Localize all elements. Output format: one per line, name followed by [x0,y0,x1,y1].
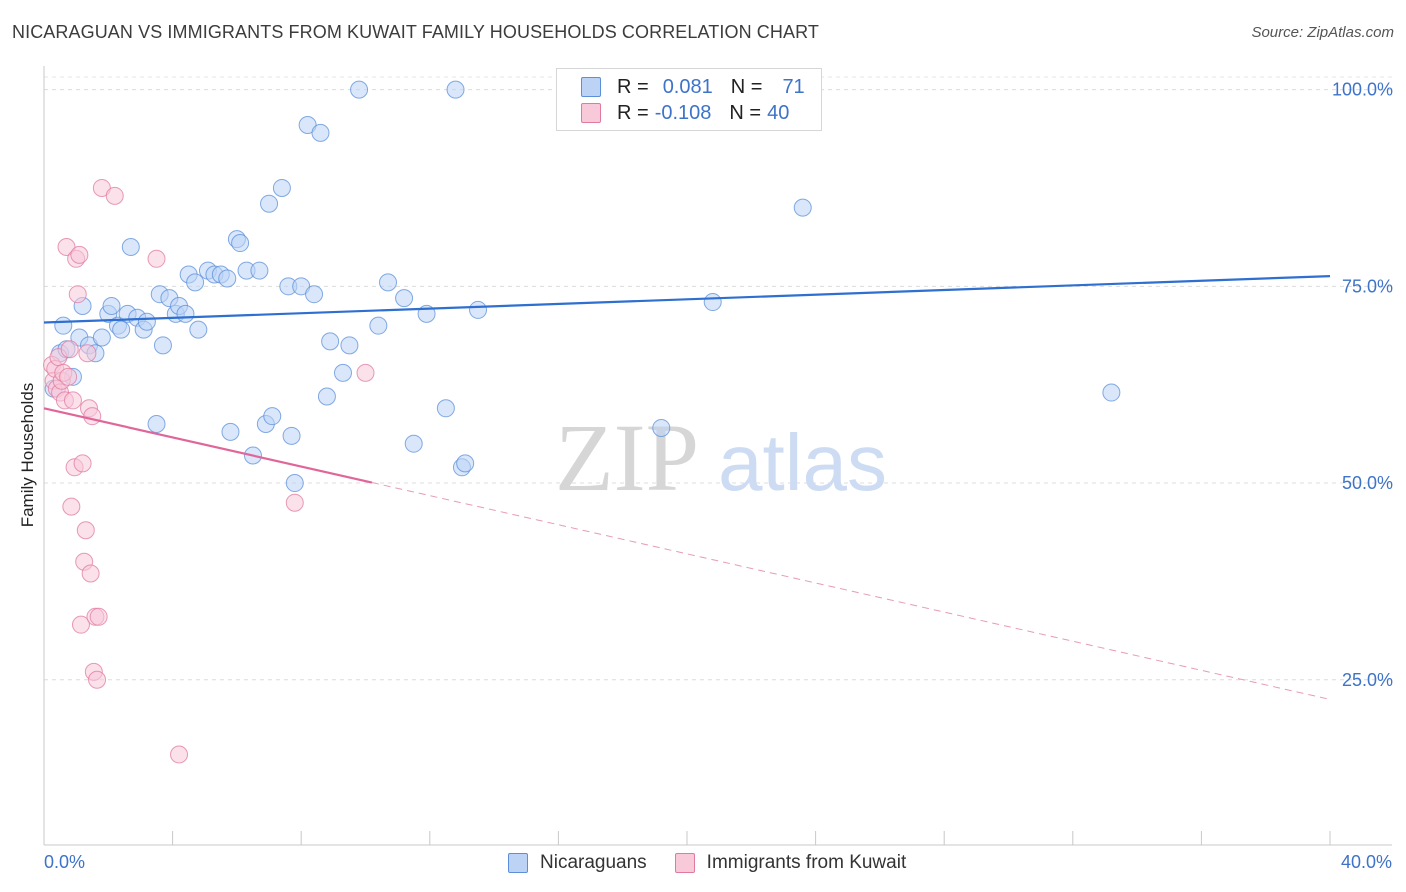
legend-label-nicaraguans: Nicaraguans [540,852,647,873]
legend-item-kuwait: Immigrants from Kuwait [674,852,907,874]
data-point [71,615,90,634]
data-point [62,497,81,516]
x-tick-label-min: 0.0% [44,852,86,872]
watermark-atlas: atlas [718,418,887,507]
data-point [285,493,304,512]
legend-n-value-nicaraguans: 71 [782,75,805,98]
legend-r-value-kuwait: -0.108 [654,101,712,124]
data-point [282,426,301,445]
data-point [176,304,195,323]
data-point [793,198,812,217]
data-point [83,407,102,426]
data-point [137,312,156,331]
data-point [81,564,100,583]
data-point [78,344,97,363]
data-point [652,418,671,437]
data-point [395,289,414,308]
data-point [112,320,131,339]
data-point [285,474,304,493]
data-point [186,273,205,292]
data-point [317,387,336,406]
legend-swatch-nicaraguans [508,853,528,873]
source-credit: Source: ZipAtlas.com [1251,24,1394,41]
legend-label-kuwait: Immigrants from Kuwait [706,852,907,873]
data-point [446,80,465,99]
data-point [456,454,475,473]
legend-swatch-nicaraguans [581,77,601,97]
data-point [92,328,111,347]
data-point [305,285,324,304]
data-point [170,745,189,764]
legend-r-value-nicaraguans: 0.081 [662,75,713,98]
data-point [63,391,82,410]
trend-line-kuwait-projection [371,482,1331,700]
data-point [121,237,140,256]
trend-line-kuwait [43,407,373,484]
legend-n-label: N = [729,101,762,124]
y-tick-label: 25.0% [1342,670,1393,690]
data-point [102,296,121,315]
trend-line-nicaraguans [43,274,1331,324]
data-point [250,261,269,280]
y-tick-labels: 25.0% 50.0% 75.0% 100.0% [1332,80,1393,690]
data-point [369,316,388,335]
legend-r-label: R = [617,101,649,124]
data-point [356,363,375,382]
chart-title: NICARAGUAN VS IMMIGRANTS FROM KUWAIT FAM… [12,22,819,42]
data-point [272,178,291,197]
data-point [340,336,359,355]
data-point [189,320,208,339]
data-point [333,363,352,382]
data-point [379,273,398,292]
trend-lines [43,274,1331,700]
data-point [59,367,78,386]
stats-legend: R = 0.081 N = 71 R = -0.108 N = 40 [556,68,822,131]
x-tick-label-max: 40.0% [1340,852,1392,872]
data-point [147,415,166,434]
watermark: ZIP atlas [555,404,887,511]
data-point [263,407,282,426]
data-point [60,340,79,359]
y-tick-label: 100.0% [1332,80,1393,100]
data-point [76,521,95,540]
y-tick-label: 50.0% [1342,473,1393,493]
legend-n-label: N = [730,75,763,98]
data-point [1102,383,1121,402]
legend-swatch-kuwait [581,103,601,123]
data-points [43,80,1121,764]
gridlines [44,76,1392,681]
y-tick-label: 75.0% [1342,276,1393,296]
data-point [105,186,124,205]
legend-item-nicaraguans: Nicaraguans [508,852,647,874]
data-point [218,269,237,288]
axes [43,66,1392,846]
data-point [311,123,330,142]
legend-row-nicaraguans: R = 0.081 N = 71 [581,74,805,100]
series-legend: Nicaraguans Immigrants from Kuwait [508,852,934,874]
data-point [153,336,172,355]
data-point [147,249,166,268]
data-point [54,316,73,335]
data-point [260,194,279,213]
legend-swatch-kuwait [674,853,695,873]
data-point [68,285,87,304]
data-point [88,670,107,689]
data-point [89,607,108,626]
watermark-zip: ZIP [555,404,699,511]
data-point [321,332,340,351]
y-axis-label: Family Households [18,382,37,528]
data-point [221,422,240,441]
data-point [469,300,488,319]
legend-row-kuwait: R = -0.108 N = 40 [581,100,789,126]
data-point [703,293,722,312]
data-point [70,245,89,264]
data-point [350,80,369,99]
legend-n-value-kuwait: 40 [767,101,790,124]
legend-r-label: R = [617,75,649,98]
data-point [436,399,455,418]
data-point [404,434,423,453]
data-point [231,234,250,253]
data-point [73,454,92,473]
